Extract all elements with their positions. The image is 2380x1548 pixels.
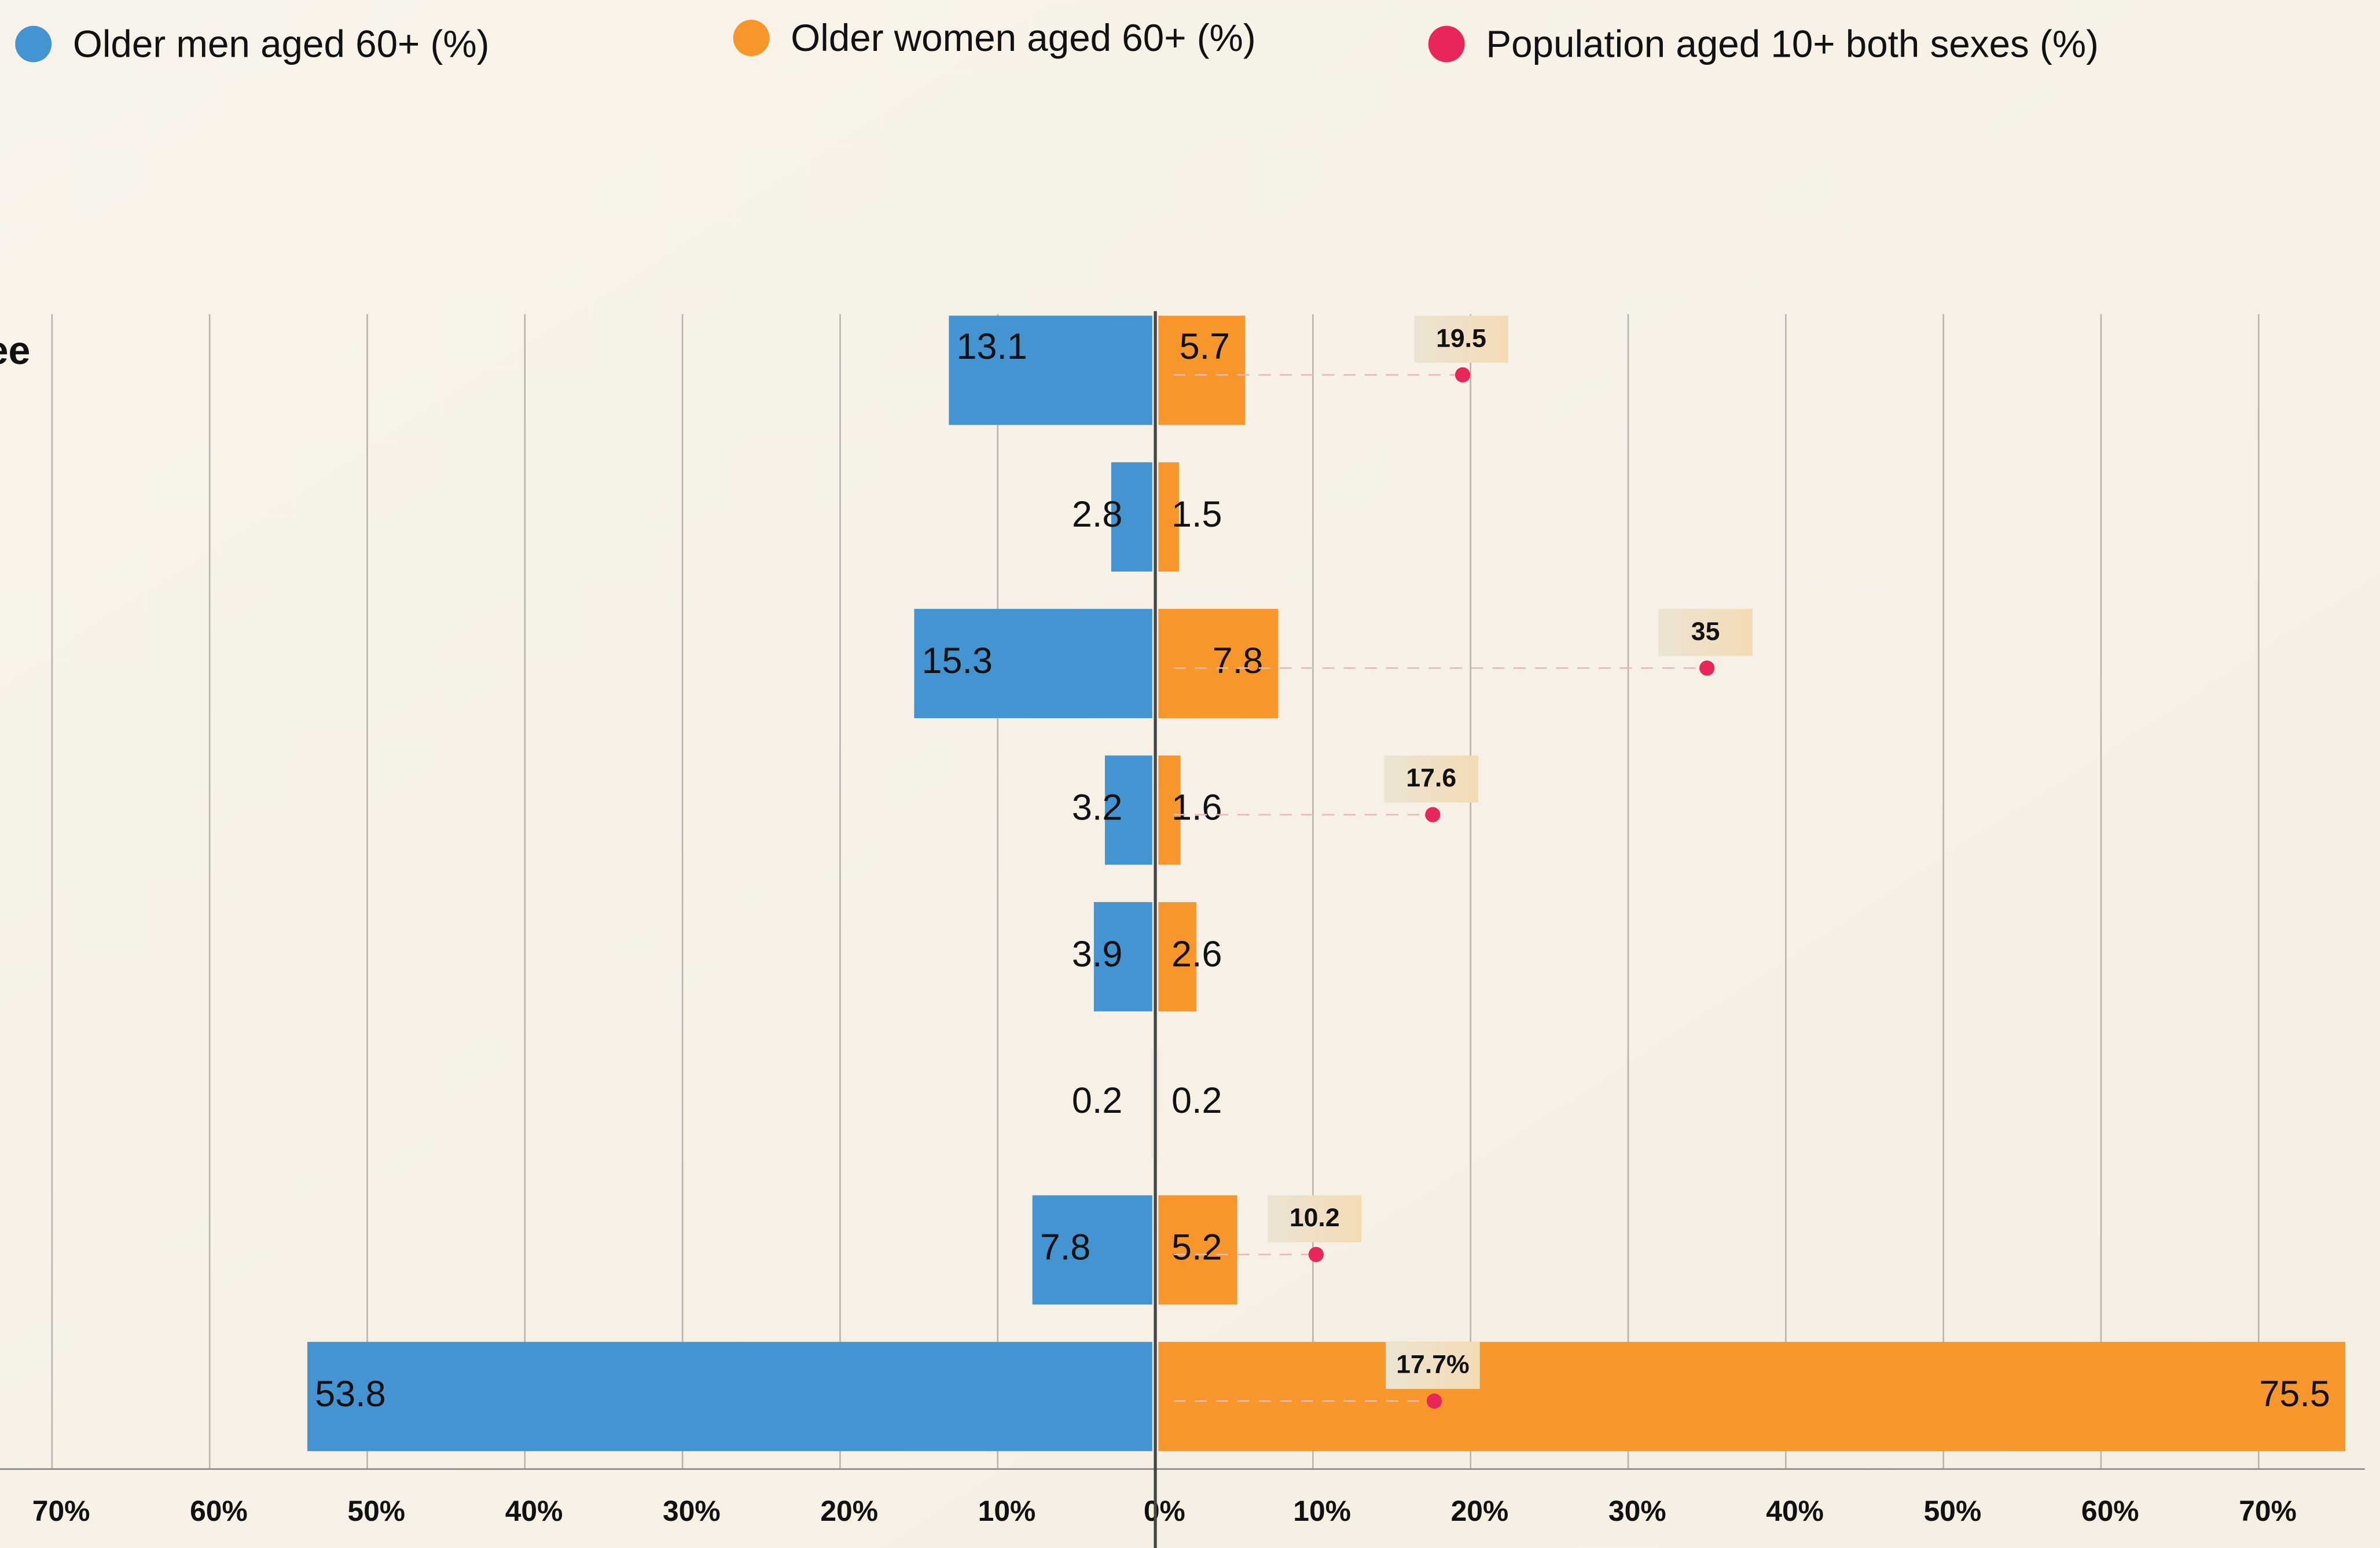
bar-label: 3.9 [1072,934,1122,975]
bar [1158,315,1246,425]
category-label: ee [0,329,30,373]
bar-label: 15.3 [922,641,993,681]
bar-label: 2.8 [1072,494,1122,535]
x-tick-label: 50% [347,1495,405,1527]
x-tick-label: 40% [1766,1495,1824,1527]
x-tick-label: 20% [1451,1495,1509,1527]
bar-label: 5.7 [1180,326,1230,367]
x-tick-label: 60% [190,1495,248,1527]
dot [1699,660,1715,676]
x-tick-label: 10% [978,1495,1036,1527]
bar [307,1341,1152,1451]
legend-label: Population aged 10+ both sexes (%) [1486,23,2099,65]
x-tick-label: 30% [663,1495,721,1527]
bar [914,609,1152,718]
x-tick-label: 70% [2239,1495,2297,1527]
bar [1111,462,1152,572]
bar [1158,1341,2346,1451]
dot [1426,1393,1442,1409]
bar-label: 0.2 [1171,1080,1222,1121]
x-tick-label: 50% [1924,1495,1982,1527]
x-tick-label: 60% [2081,1495,2139,1527]
bar [1158,902,1196,1012]
dot-label: 17.7% [1396,1351,1469,1379]
dot-label-box [1384,755,1479,803]
bar-label: 0.2 [1072,1080,1122,1121]
bar [1158,462,1179,572]
legend-marker [15,25,52,62]
x-tick-label: 70% [32,1495,90,1527]
bar [1104,755,1152,865]
x-tick-label: 20% [820,1495,878,1527]
dot [1425,807,1441,822]
bar [1158,1195,1237,1305]
legend-marker [733,20,770,57]
bar-label: 1.5 [1171,494,1222,535]
legend-marker [1428,25,1465,62]
dot-label-box [1386,1341,1480,1389]
bar-label: 7.8 [1213,641,1263,681]
bar-label: 13.1 [956,326,1027,367]
bar [1158,609,1279,718]
x-tick-label: 0% [1144,1495,1185,1527]
bar-label: 5.2 [1171,1227,1222,1268]
x-tick-label: 30% [1608,1495,1666,1527]
dot-label: 10.2 [1290,1204,1340,1232]
dot-label-box [1267,1195,1362,1242]
legend-label: Older women aged 60+ (%) [791,17,1255,59]
bar [1158,755,1181,865]
bar-label: 3.2 [1072,788,1122,828]
bar [1093,902,1152,1012]
bar [1032,1195,1152,1305]
bar-label: 1.6 [1171,788,1222,828]
dot [1455,367,1471,383]
dot [1308,1247,1324,1262]
dot-label: 35 [1691,617,1720,646]
legend-label: Older men aged 60+ (%) [73,23,490,65]
x-tick-label: 40% [505,1495,563,1527]
bar [949,315,1152,425]
bar-label: 7.8 [1040,1227,1090,1268]
dot-label-box [1658,609,1753,656]
bar-label: 75.5 [2259,1374,2330,1414]
bar-label: 53.8 [315,1374,385,1414]
dot-label: 19.5 [1436,324,1486,352]
dot-label-box [1414,315,1508,363]
dot-label: 17.6 [1406,764,1456,792]
bar-label: 2.6 [1171,934,1222,975]
x-tick-label: 10% [1293,1495,1351,1527]
